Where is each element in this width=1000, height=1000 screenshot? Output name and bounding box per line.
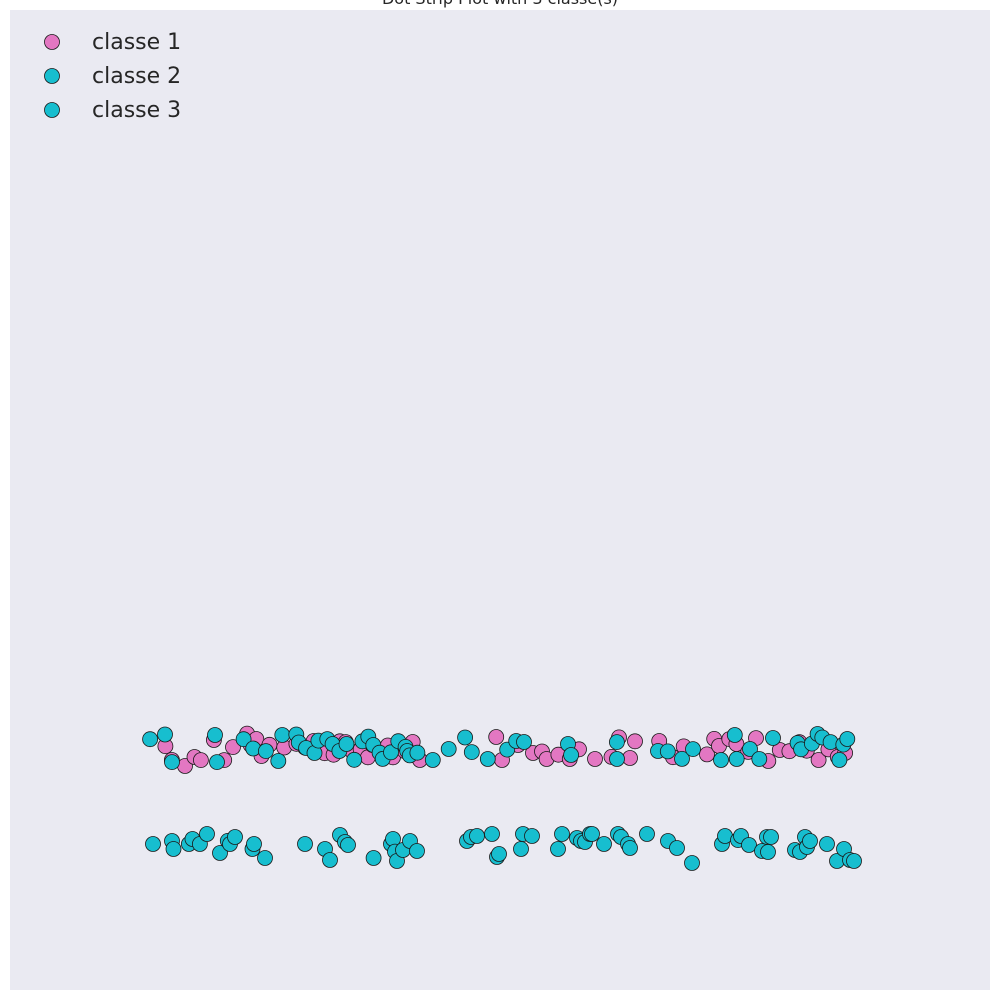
series-2-point <box>157 726 173 743</box>
series-2-point <box>235 731 252 748</box>
series-3-point <box>165 841 182 857</box>
series-3-point <box>340 837 356 853</box>
plot-area <box>10 10 990 990</box>
legend-marker <box>44 102 60 118</box>
series-1-point <box>699 746 715 763</box>
series-3-point <box>596 836 612 852</box>
series-1-point <box>488 729 505 745</box>
legend-label: classe 1 <box>92 30 181 55</box>
series-3-point <box>550 841 566 857</box>
series-3-point <box>227 829 243 845</box>
series-3-point <box>513 841 529 857</box>
series-3-point <box>622 840 638 856</box>
series-2-point <box>563 747 579 763</box>
series-3-point <box>212 845 228 861</box>
series-2-point <box>207 727 223 743</box>
series-2-point <box>463 744 480 760</box>
series-3-point <box>669 840 685 856</box>
series-2-point <box>424 752 441 768</box>
series-2-point <box>142 731 159 748</box>
data-points <box>142 725 862 871</box>
series-2-point <box>751 751 768 767</box>
series-3-point <box>763 829 779 845</box>
series-1-point <box>810 752 827 768</box>
series-2-point <box>609 751 625 767</box>
chart-title: Dot Strip Plot with 3 classe(s) <box>382 0 618 8</box>
series-2-point <box>674 751 690 767</box>
series-2-point <box>742 741 758 757</box>
legend-marker <box>44 34 60 50</box>
series-2-point <box>728 751 745 767</box>
series-2-point <box>209 754 225 770</box>
series-3 <box>145 826 862 871</box>
series-2-point <box>270 753 287 769</box>
series-3-point <box>469 828 485 844</box>
series-3-point <box>760 844 776 860</box>
series-3-point <box>365 850 382 866</box>
series-1-point <box>587 751 603 767</box>
series-3-point <box>741 837 757 853</box>
series-2-point <box>713 752 729 768</box>
series-2-point <box>257 743 274 759</box>
legend-label: classe 3 <box>92 98 181 123</box>
series-3-point <box>409 843 425 859</box>
series-1-point <box>627 733 643 750</box>
series-3-point <box>639 826 655 842</box>
series-2-point <box>659 743 676 760</box>
series-3-point <box>524 828 540 844</box>
series-1-point <box>192 752 209 768</box>
series-2-point <box>274 727 291 743</box>
series-2-point <box>831 752 848 768</box>
series-3-point <box>684 855 700 871</box>
series-2-point <box>457 729 474 746</box>
series-2-point <box>765 730 781 746</box>
legend-marker <box>44 68 60 84</box>
series-2-point <box>164 754 180 770</box>
series-2-point <box>409 744 426 761</box>
series-3-point <box>322 852 338 868</box>
series-3-point <box>297 836 313 852</box>
series-2-point <box>383 744 399 761</box>
series-3-point <box>819 836 835 852</box>
series-3-point <box>257 850 273 866</box>
series-3-point <box>491 846 507 862</box>
series-2-point <box>346 751 363 768</box>
series-3-point <box>554 826 570 842</box>
series-3-point <box>199 826 215 842</box>
series-2-point <box>440 741 457 757</box>
series-2-point <box>839 731 856 747</box>
series-3-point <box>145 836 161 852</box>
series-3-point <box>846 853 862 869</box>
series-2-point <box>479 751 496 767</box>
series-2-point <box>609 734 625 750</box>
series-1-point <box>225 739 241 755</box>
series-3-point <box>484 826 500 842</box>
legend-label: classe 2 <box>92 64 181 89</box>
series-2-point <box>685 741 701 757</box>
series-3-point <box>246 836 262 852</box>
series-3-point <box>802 833 818 849</box>
series-2-point <box>516 734 532 750</box>
series-2-point <box>726 727 743 743</box>
series-2-point <box>338 736 355 752</box>
series-2 <box>142 726 856 770</box>
legend: classe 1 classe 2 classe 3 <box>44 30 181 123</box>
series-3-point <box>584 826 600 842</box>
